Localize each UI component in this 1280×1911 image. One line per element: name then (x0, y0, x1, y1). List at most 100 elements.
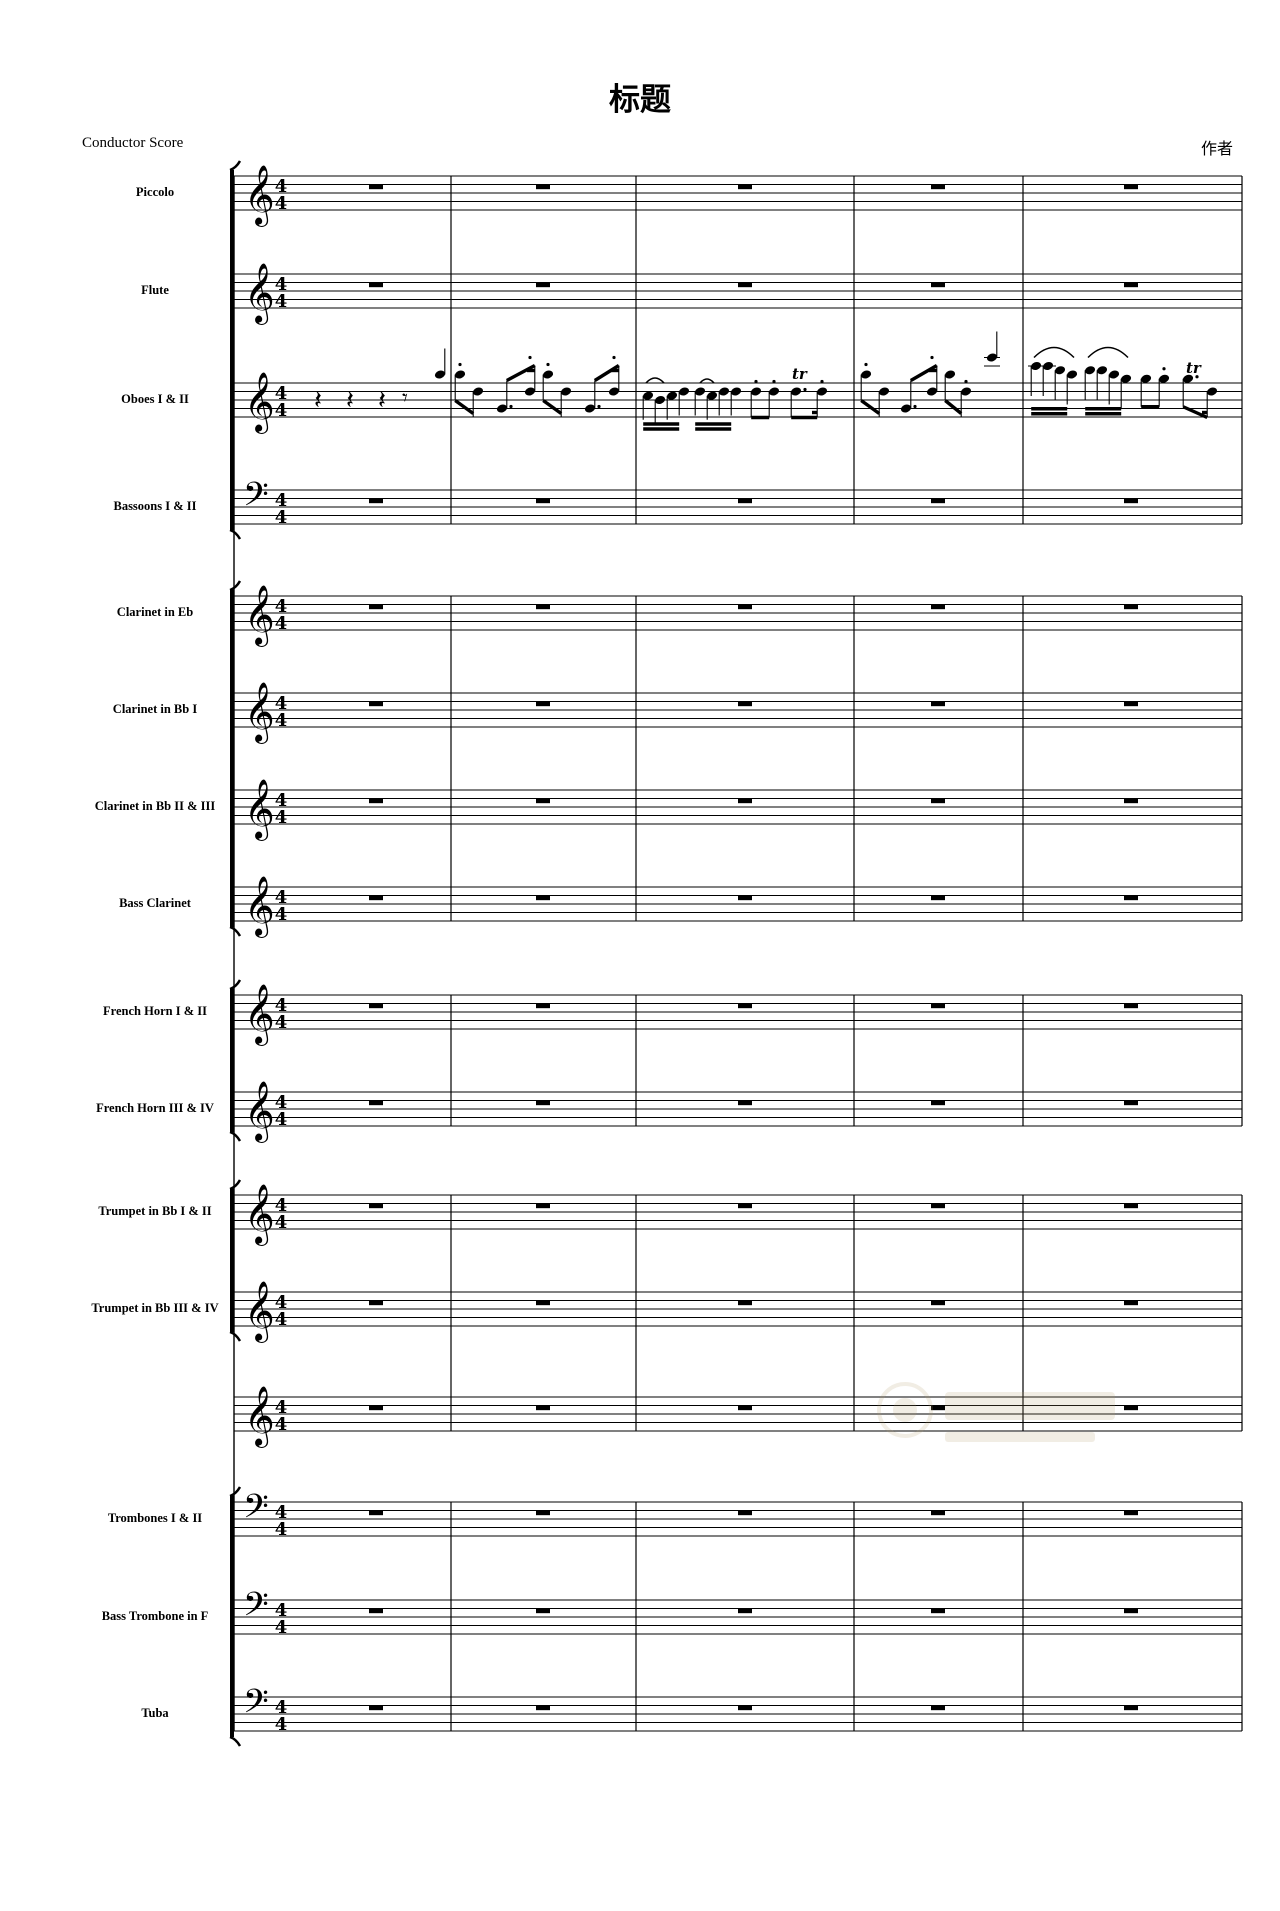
instrument-label: Clarinet in Eb (116, 605, 194, 619)
note-head (718, 387, 730, 396)
note-head (560, 387, 572, 396)
watermark-logo (877, 1382, 1115, 1442)
whole-rest (931, 184, 945, 190)
note-beam (860, 399, 881, 415)
whole-rest (738, 184, 752, 190)
note-head (678, 387, 690, 396)
whole-rest (738, 1100, 752, 1106)
note-head (1084, 366, 1096, 375)
whole-rest (536, 798, 550, 804)
whole-rest (738, 798, 752, 804)
note-head (730, 387, 742, 396)
bracket-hook-top (229, 160, 242, 172)
bracket-hook-bottom (229, 528, 242, 540)
time-signature-lower: 4 (275, 1109, 288, 1130)
whole-rest (369, 282, 383, 288)
note-head (472, 387, 484, 396)
time-signature-lower: 4 (275, 613, 288, 634)
note-head (900, 404, 912, 413)
note-head (816, 387, 828, 396)
time-signature-lower: 4 (275, 400, 288, 421)
note-head (944, 370, 956, 379)
staccato-dot (820, 379, 824, 384)
time-signature-lower: 4 (275, 1414, 288, 1435)
score-title: 标题 (609, 82, 671, 118)
bass-clef: 𝄢 (243, 476, 269, 522)
whole-rest (536, 1405, 550, 1411)
whole-rest (738, 1705, 752, 1711)
time-signature-upper: 4 (275, 887, 288, 908)
bracket-hook-bottom (229, 1735, 242, 1747)
time-signature-lower: 4 (275, 291, 288, 312)
staccato-dot (528, 355, 532, 360)
time-signature-upper: 4 (275, 596, 288, 617)
whole-rest (536, 282, 550, 288)
trill-mark: tr (792, 365, 808, 383)
treble-clef: 𝄞 (244, 779, 275, 841)
whole-rest (369, 498, 383, 504)
whole-rest (536, 1705, 550, 1711)
bracket-hook-bottom (229, 1330, 242, 1342)
note-head (878, 387, 890, 396)
note-head (1140, 374, 1152, 383)
treble-clef: 𝄞 (244, 372, 275, 434)
bracket-hook-top (229, 1179, 242, 1191)
staccato-dot (1162, 367, 1166, 371)
whole-rest (738, 1300, 752, 1306)
augmentation-dot (913, 404, 917, 409)
treble-clef: 𝄞 (244, 876, 275, 938)
instrument-label: Trumpet in Bb III & IV (91, 1301, 219, 1315)
eighth-rest: 𝄾 (402, 386, 408, 411)
whole-rest (931, 1608, 945, 1614)
whole-rest (1124, 1003, 1138, 1009)
whole-rest (369, 895, 383, 901)
whole-rest (738, 701, 752, 707)
whole-rest (369, 1300, 383, 1306)
note-beam (505, 364, 536, 382)
note-beam (454, 399, 475, 415)
whole-rest (369, 1608, 383, 1614)
whole-rest (536, 498, 550, 504)
note-head (750, 387, 762, 396)
instrument-label: French Horn I & II (103, 1004, 207, 1018)
whole-rest (369, 184, 383, 190)
whole-rest (1124, 1705, 1138, 1711)
note-beam (944, 399, 963, 415)
augmentation-dot (803, 387, 807, 392)
slur (645, 377, 665, 384)
instrument-label: Bass Trombone in F (101, 1609, 209, 1623)
note-beam (542, 399, 563, 415)
whole-rest (536, 1608, 550, 1614)
note-head (542, 370, 554, 379)
augmentation-dot (597, 404, 601, 409)
time-signature-lower: 4 (275, 1714, 288, 1735)
whole-rest (1124, 1300, 1138, 1306)
treble-clef: 𝄞 (244, 263, 275, 325)
whole-rest (1124, 604, 1138, 610)
time-signature-upper: 4 (275, 274, 288, 295)
staccato-dot (612, 355, 616, 360)
instrument-label: Clarinet in Bb I (112, 702, 198, 716)
whole-rest (931, 1510, 945, 1516)
whole-rest (931, 1203, 945, 1209)
time-signature-upper: 4 (275, 790, 288, 811)
whole-rest (738, 282, 752, 288)
time-signature-lower: 4 (275, 1519, 288, 1540)
time-signature-upper: 4 (275, 1600, 288, 1621)
treble-clef: 𝄞 (244, 1081, 275, 1143)
whole-rest (369, 798, 383, 804)
instrument-label: Trombones I & II (107, 1511, 203, 1525)
time-signature-upper: 4 (275, 1397, 288, 1418)
time-signature-upper: 4 (275, 383, 288, 404)
instrument-label: Trumpet in Bb I & II (98, 1204, 212, 1218)
note-head (584, 404, 596, 413)
staccato-dot (458, 362, 462, 367)
treble-clef: 𝄞 (244, 585, 275, 647)
treble-clef: 𝄞 (244, 682, 275, 744)
whole-rest (369, 604, 383, 610)
augmentation-dot (1195, 375, 1199, 379)
quarter-rest: 𝄽 (314, 386, 322, 416)
whole-rest (1124, 1203, 1138, 1209)
whole-rest (738, 1003, 752, 1009)
note-head (1108, 370, 1120, 379)
